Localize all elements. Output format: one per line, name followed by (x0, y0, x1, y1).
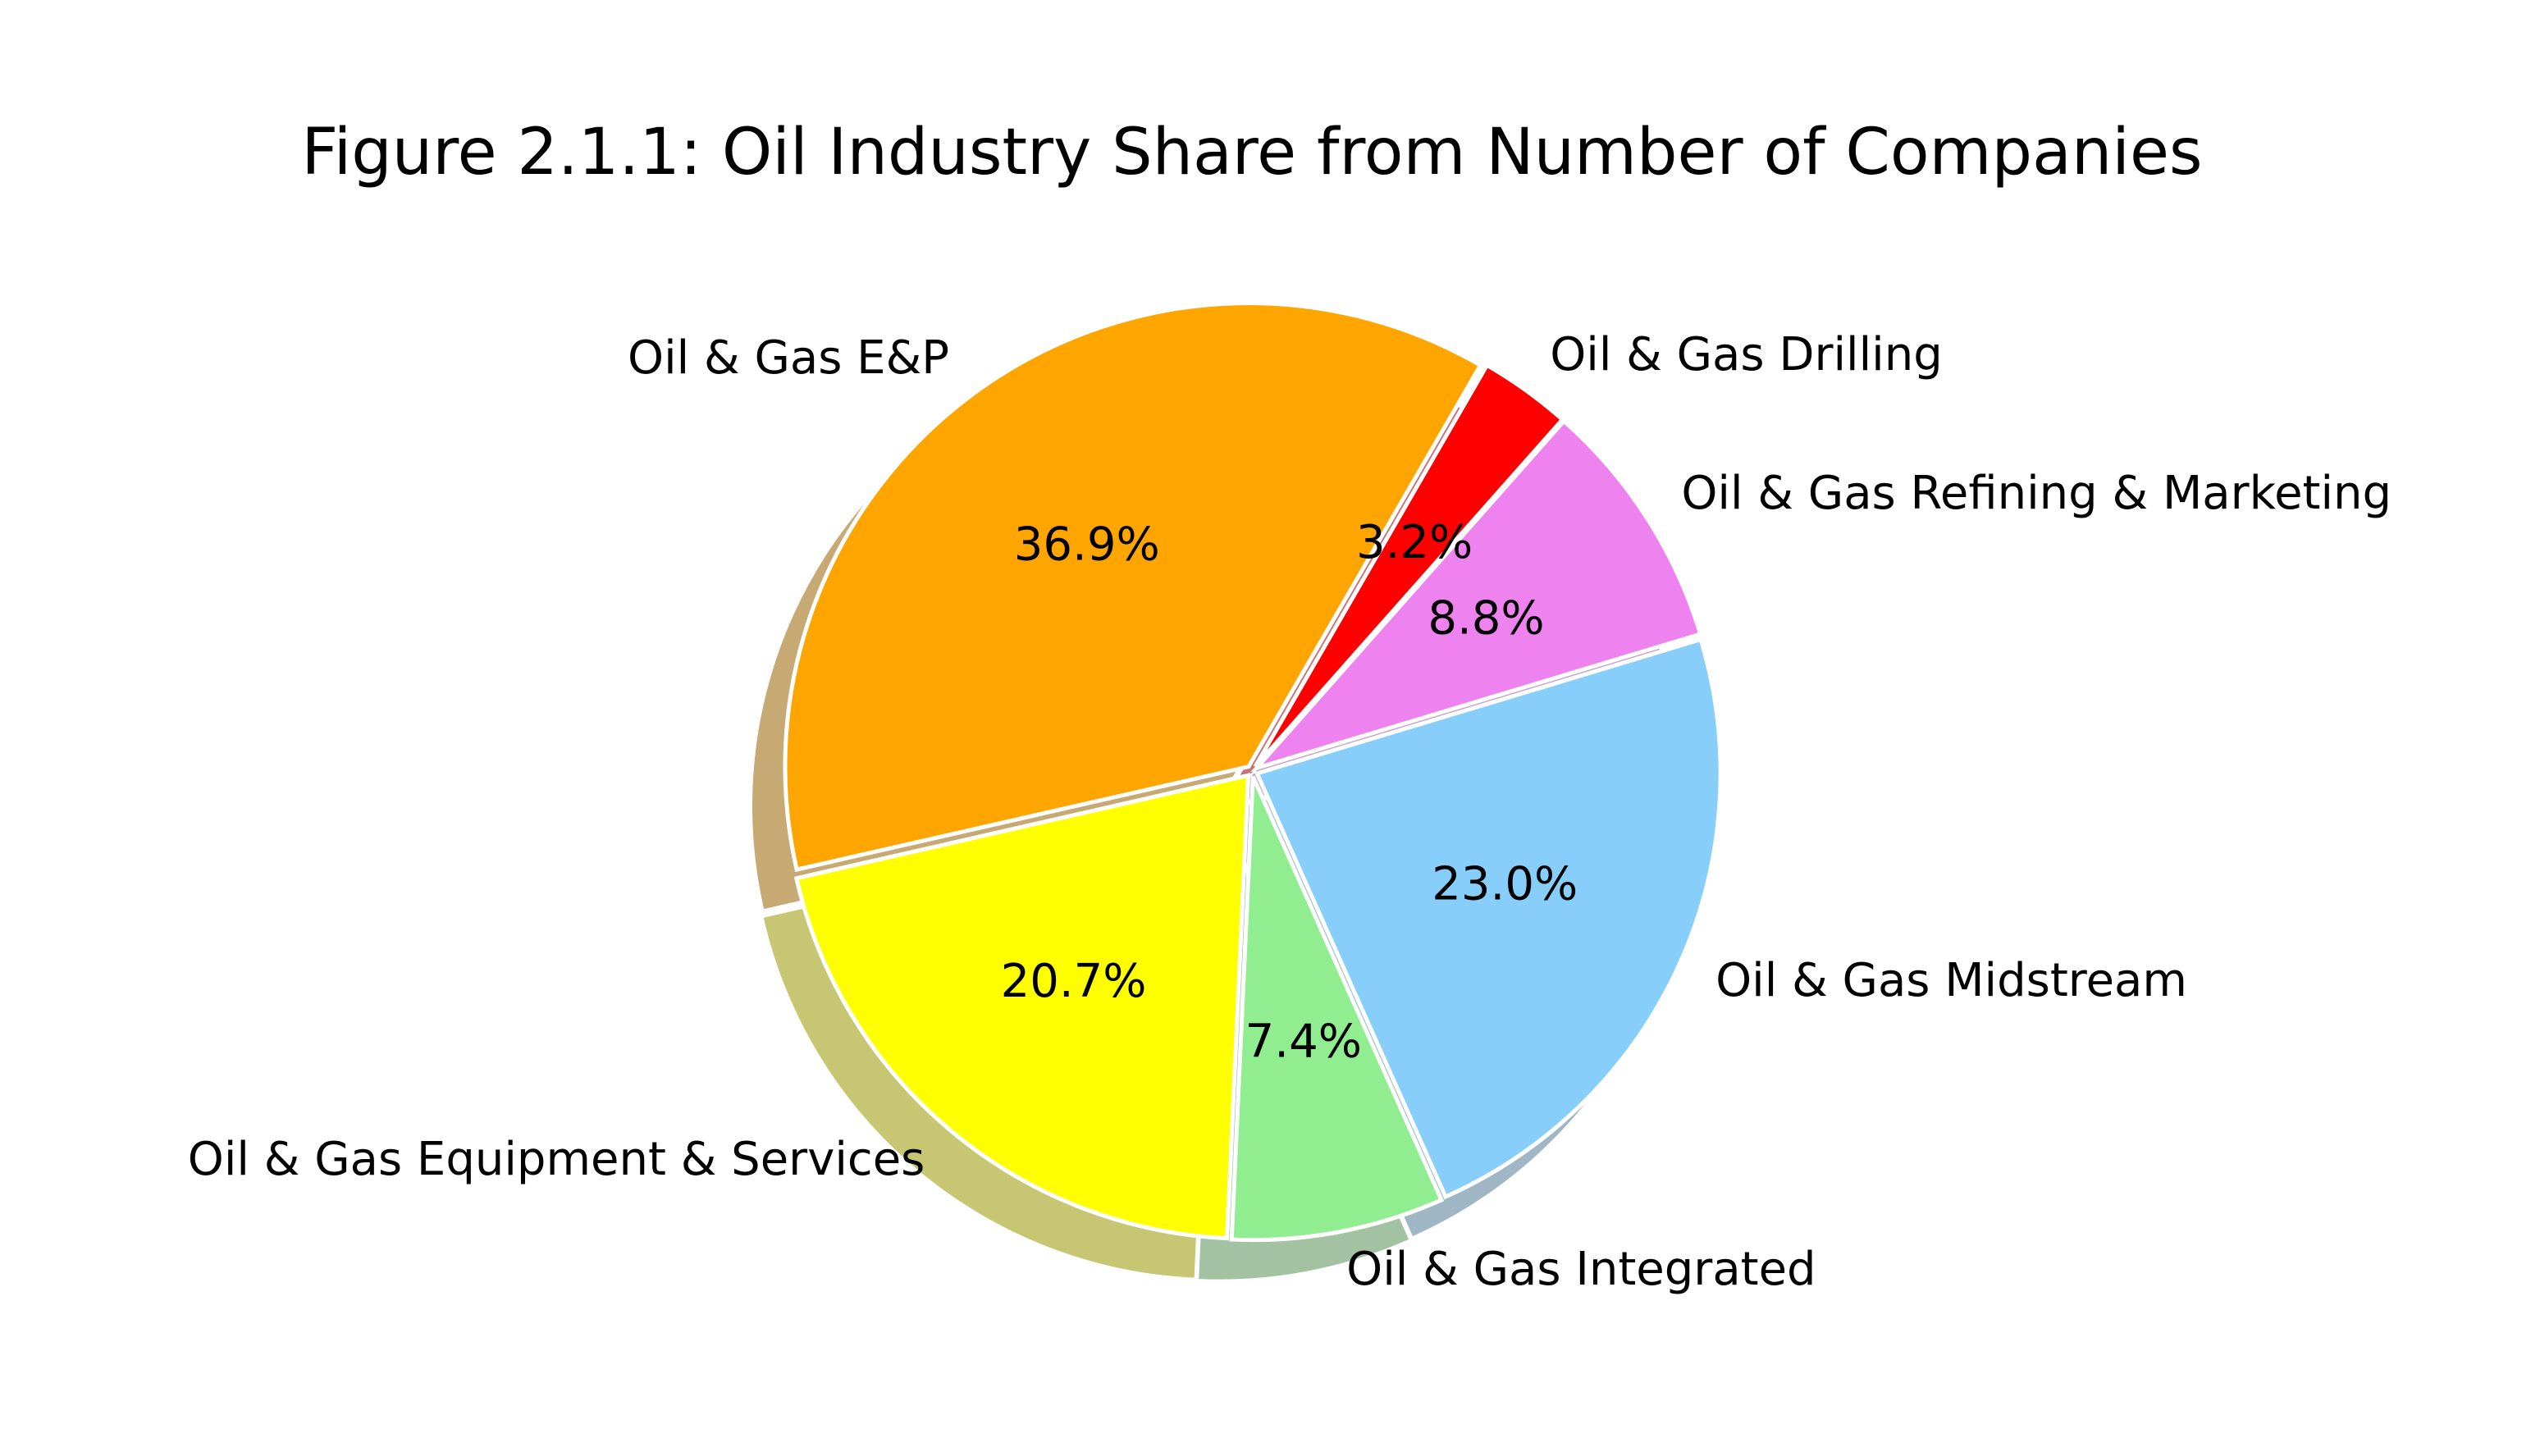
slice-label-oil-and-gas-equipment-and-services: Oil & Gas Equipment & Services (188, 1133, 925, 1186)
slice-percent-oil-and-gas-eandp: 36.9% (1014, 518, 1160, 571)
slice-label-oil-and-gas-midstream: Oil & Gas Midstream (1715, 954, 2187, 1007)
slice-percent-oil-and-gas-refining-and-marketing: 8.8% (1428, 591, 1544, 645)
chart-title: Figure 2.1.1: Oil Industry Share from Nu… (301, 116, 2202, 189)
slice-label-oil-and-gas-refining-and-marketing: Oil & Gas Refining & Marketing (1681, 467, 2392, 520)
slice-label-oil-and-gas-integrated: Oil & Gas Integrated (1346, 1243, 1816, 1296)
pie-slice-oil-and-gas-refining-and-marketing (1249, 418, 1703, 773)
pie-slice-oil-and-gas-eandp (783, 301, 1483, 873)
pie-label-layer: Oil & Gas E&P 36.9% Oil & Gas Equipment & … (188, 328, 2392, 1296)
slice-percent-oil-and-gas-midstream: 23.0% (1432, 857, 1578, 911)
slice-percent-oil-and-gas-integrated: 7.4% (1245, 1015, 1362, 1068)
slice-label-oil-and-gas-eandp: Oil & Gas E&P (628, 331, 949, 385)
pie-slice-oil-and-gas-integrated (1229, 775, 1445, 1243)
pie-slice-oil-and-gas-equipment-and-services (793, 773, 1251, 1241)
slice-percent-oil-and-gas-equipment-and-services: 20.7% (1001, 955, 1147, 1008)
slice-label-oil-and-gas-drilling: Oil & Gas Drilling (1550, 328, 1943, 381)
pie-slice-oil-and-gas-midstream (1254, 637, 1723, 1200)
slice-percent-oil-and-gas-drilling: 3.2% (1356, 516, 1473, 569)
pie-slice-layer (783, 301, 1723, 1243)
pie-slice-oil-and-gas-drilling (1253, 362, 1566, 769)
